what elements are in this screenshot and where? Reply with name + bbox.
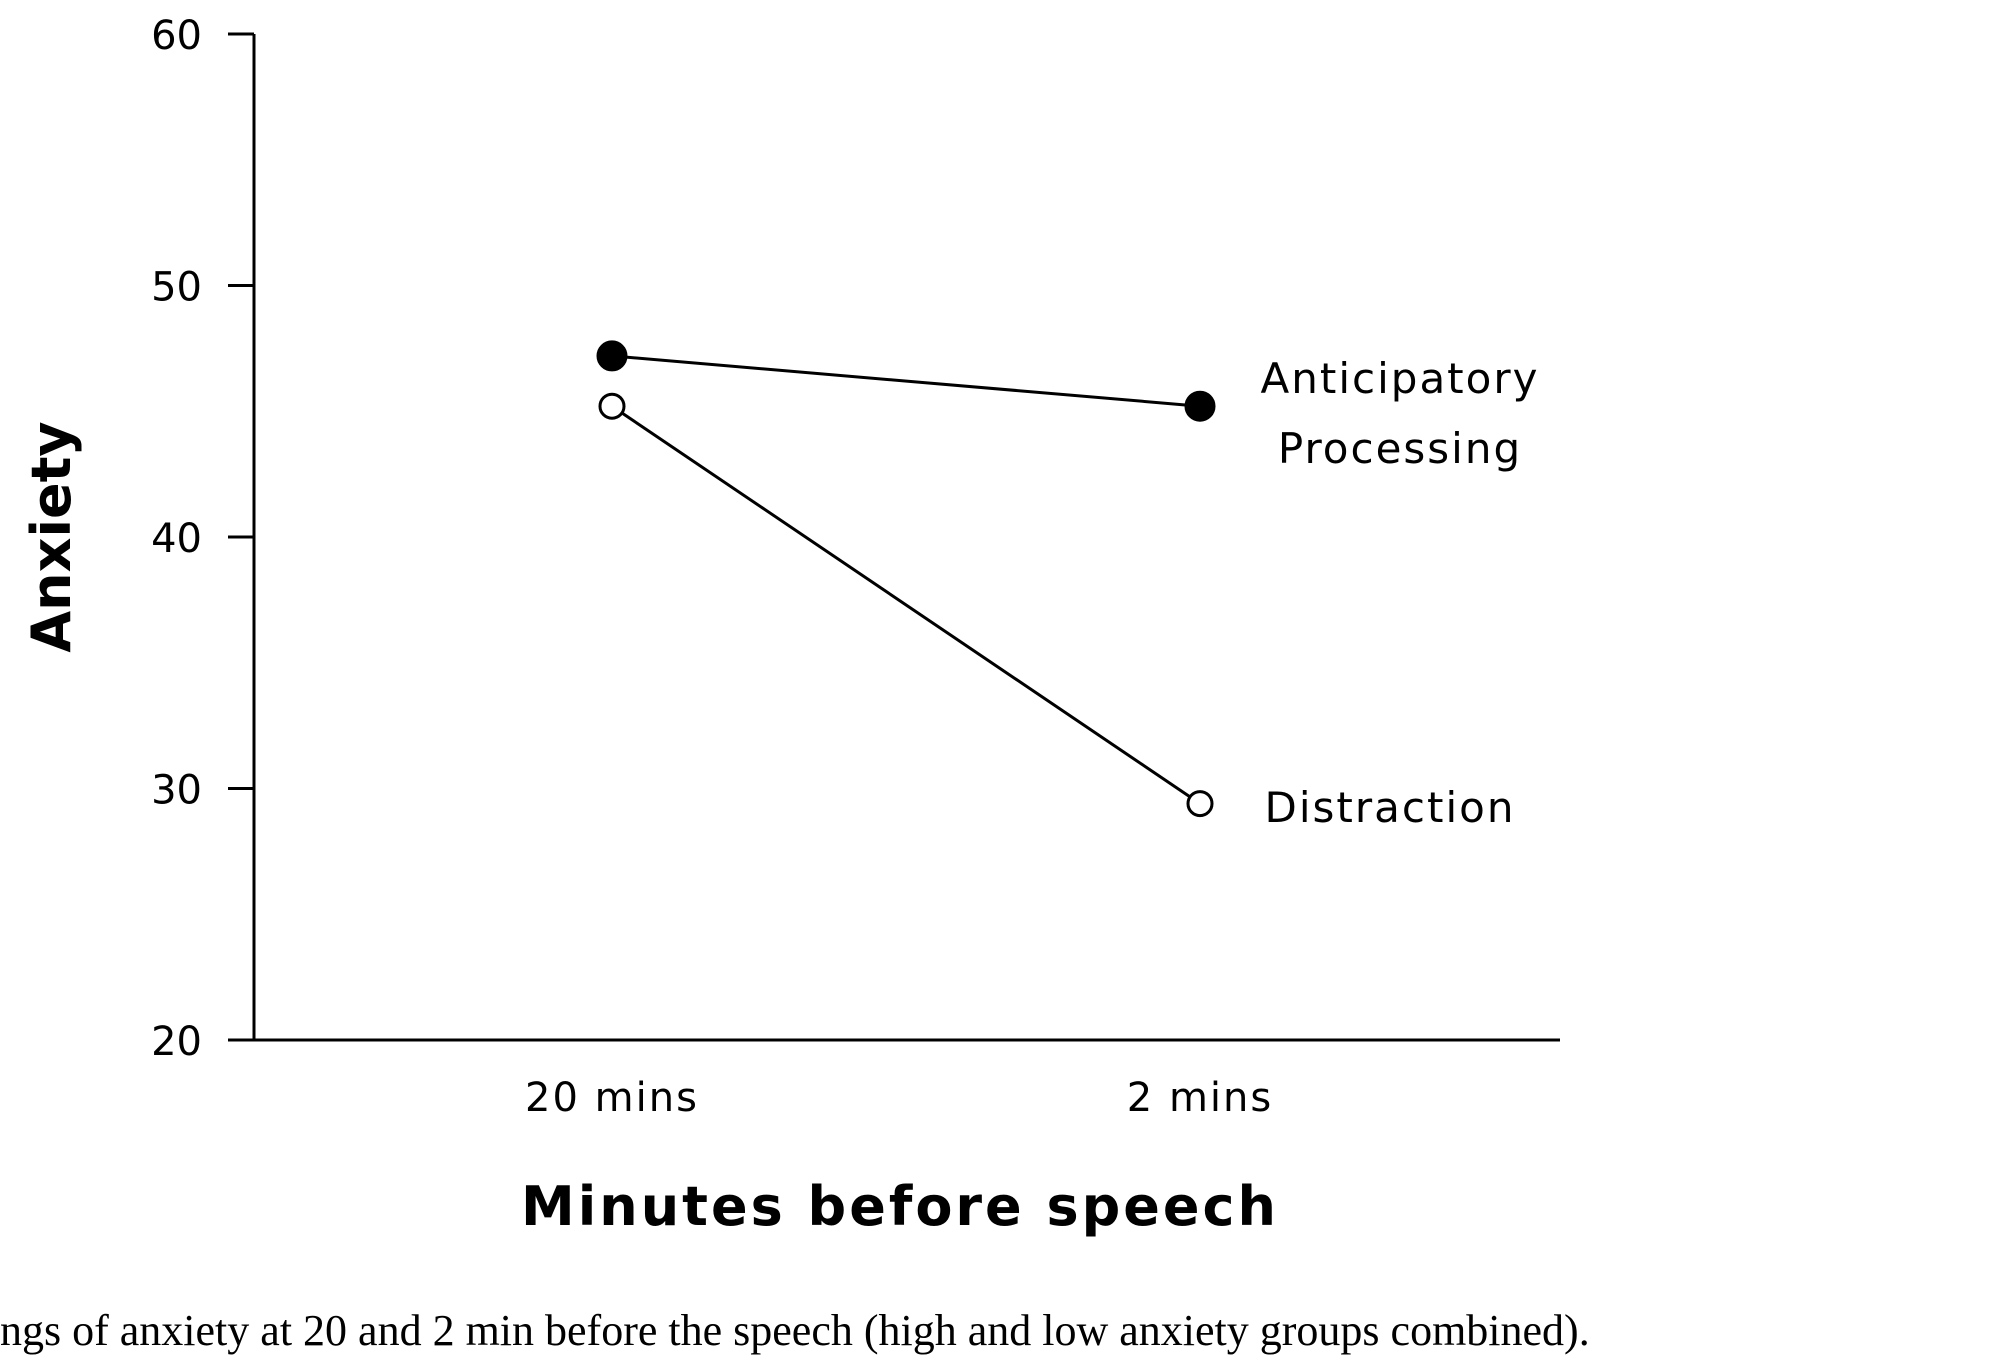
- y-tick-label: 20: [151, 1019, 202, 1065]
- series-label: Processing: [1278, 424, 1522, 473]
- y-ticks: 20 30 40 50 60: [151, 13, 254, 1065]
- series-label: Anticipatory: [1261, 354, 1540, 403]
- open-point-marker: [598, 392, 626, 420]
- x-tick-label: 2 mins: [1127, 1075, 1273, 1121]
- x-tick-label: 20 mins: [525, 1075, 699, 1121]
- filled-point-marker: [1184, 390, 1216, 422]
- series-line-segment: [611, 354, 1201, 408]
- x-ticks: 20 mins 2 mins: [525, 1075, 1273, 1121]
- y-tick-label: 40: [151, 516, 202, 562]
- y-axis-title: Anxiety: [20, 421, 83, 652]
- series-layer: [596, 340, 1216, 818]
- series-label: Distraction: [1265, 783, 1516, 832]
- x-axis-title: Minutes before speech: [521, 1175, 1279, 1238]
- open-point-marker: [1186, 790, 1214, 818]
- y-tick-label: 30: [151, 768, 202, 814]
- series-labels: Anticipatory Processing Distraction: [1261, 354, 1540, 832]
- axes: [228, 34, 1560, 1042]
- filled-point-marker: [596, 340, 628, 372]
- y-tick-label: 60: [151, 13, 202, 59]
- series-line-segment: [611, 404, 1201, 805]
- figure-caption: ngs of anxiety at 20 and 2 min before th…: [0, 1306, 1590, 1355]
- series-distraction: [598, 392, 1214, 818]
- y-tick-label: 50: [151, 265, 202, 311]
- series-anticipatory-processing: [596, 340, 1216, 422]
